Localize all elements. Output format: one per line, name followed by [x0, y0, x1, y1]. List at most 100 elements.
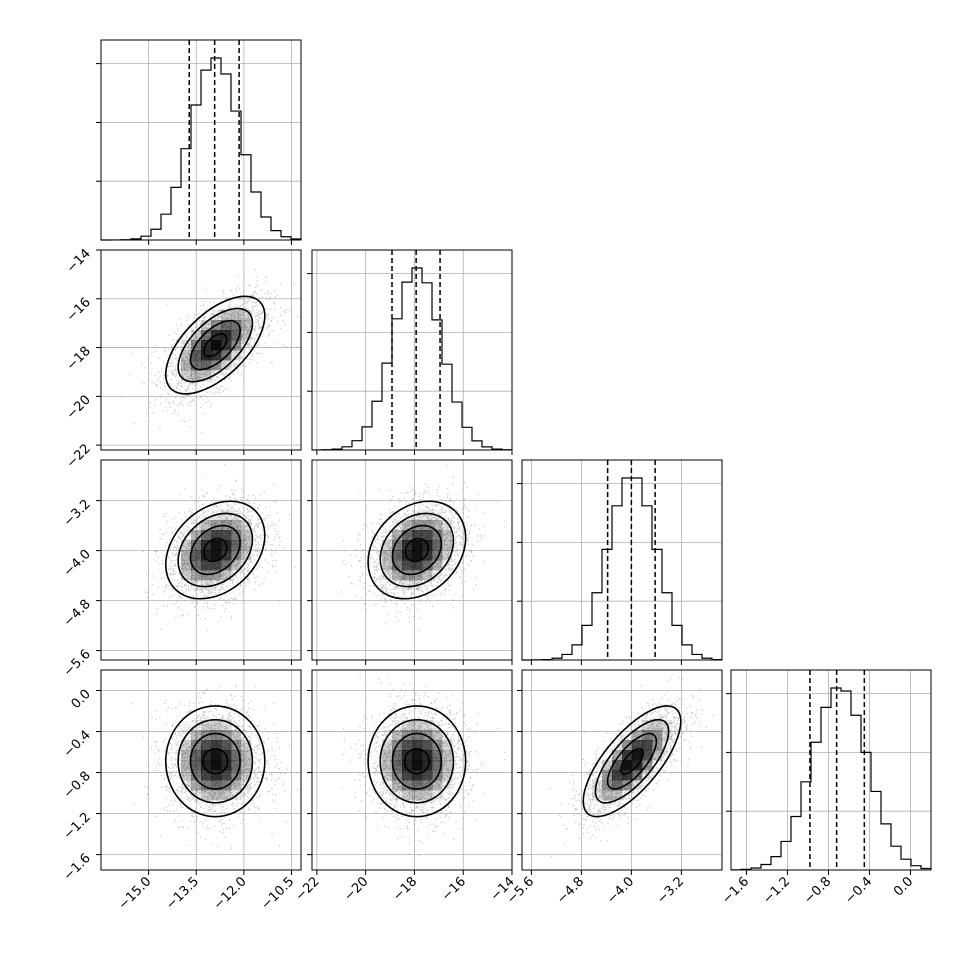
density-cell	[612, 750, 623, 761]
density-cell	[211, 720, 222, 731]
histogram-panel-4: −1.6 −1.2 −0.8 −0.4 0.0	[719, 669, 932, 907]
density-cell	[241, 310, 252, 321]
density-cell	[221, 780, 232, 791]
density-cell	[241, 540, 252, 551]
y-tick-label: −16	[64, 295, 94, 325]
density-cell	[221, 530, 232, 541]
density-cell	[181, 570, 192, 581]
density-cell	[382, 560, 393, 571]
density-cell	[612, 770, 623, 781]
density-cell	[592, 790, 603, 801]
density-cell	[442, 520, 453, 531]
density-cell	[412, 800, 422, 810]
density-cell	[181, 540, 192, 551]
density-cell	[241, 550, 252, 561]
density-cell	[392, 530, 403, 541]
panel-content	[101, 250, 301, 450]
y-tick-label: −0.4	[61, 728, 94, 761]
axes-frame	[730, 669, 932, 871]
density-cell	[422, 510, 433, 521]
y-tick-label: 0.0	[69, 687, 94, 712]
density-cell	[231, 560, 242, 571]
density-cell	[422, 730, 433, 741]
density-cell	[211, 570, 222, 581]
density-cell	[201, 550, 212, 561]
density-cell	[201, 780, 212, 791]
density-cell	[602, 780, 613, 791]
density-cell	[382, 550, 393, 561]
density-cell	[392, 780, 403, 791]
density-cell	[211, 550, 222, 561]
density-cell	[432, 730, 443, 741]
density-cell	[191, 760, 202, 771]
axes-frame	[100, 249, 302, 451]
density-cell	[231, 750, 242, 761]
panel-content	[312, 670, 512, 870]
density-cell	[211, 740, 222, 751]
scatter-panel-4-2: −22 −20 −18 −16 −14	[293, 669, 518, 904]
density-cell	[392, 550, 403, 561]
density-cell	[191, 560, 202, 571]
histogram-step	[521, 477, 723, 661]
density-cell	[231, 540, 242, 551]
density-cell	[402, 720, 413, 731]
density-cell	[442, 760, 453, 771]
density-cell	[612, 780, 623, 791]
density-cell	[402, 570, 413, 581]
contour	[594, 718, 670, 804]
histogram-step	[311, 267, 513, 451]
density-cell	[211, 350, 222, 361]
density-cell	[432, 750, 443, 761]
histogram-panel-3	[517, 459, 723, 665]
axes-frame	[521, 459, 723, 661]
density-cell	[201, 330, 212, 341]
density-cell	[412, 780, 423, 791]
contour	[189, 319, 241, 371]
density-cell	[241, 530, 252, 541]
axes-frame	[100, 669, 302, 871]
density-cell	[181, 770, 192, 781]
density-cell	[412, 540, 423, 551]
density-cell	[231, 760, 242, 771]
density-cell	[191, 550, 202, 561]
density-cell	[201, 720, 212, 731]
panel-content	[522, 670, 722, 870]
density-cell	[201, 790, 212, 801]
density-cell	[241, 520, 252, 531]
density-cell	[191, 570, 202, 581]
density-cell	[221, 740, 232, 751]
axes-frame	[311, 249, 513, 451]
density-cell	[181, 370, 192, 381]
density-cell	[392, 570, 403, 581]
density-cell	[191, 360, 202, 371]
x-tick-label: −4.8	[554, 874, 587, 907]
y-tick-label: −20	[64, 393, 94, 423]
density-cell	[221, 560, 232, 571]
density-cell	[191, 780, 202, 791]
axes-frame	[521, 669, 723, 871]
density-cell	[221, 570, 232, 581]
density-cell	[221, 770, 232, 781]
density-cell	[201, 580, 212, 591]
axes-frame	[100, 459, 302, 661]
density-cell	[392, 560, 403, 571]
density-cell	[402, 550, 413, 561]
density-cell	[412, 550, 423, 561]
density-cell	[642, 720, 653, 731]
density-cell	[602, 790, 613, 801]
density-cell	[231, 530, 242, 541]
density-cell	[622, 750, 633, 761]
density-cell	[642, 730, 653, 741]
density-cell	[402, 790, 413, 801]
density-cell	[181, 550, 192, 561]
density-cell	[412, 790, 423, 801]
density-cell	[392, 730, 403, 741]
density-cell	[191, 530, 202, 541]
contour	[189, 524, 241, 576]
density-cell	[211, 780, 222, 791]
density-cell	[211, 730, 222, 741]
density-cell	[422, 790, 433, 801]
density-cell	[442, 740, 453, 751]
density-cell	[201, 370, 212, 381]
density-cell	[412, 720, 423, 731]
